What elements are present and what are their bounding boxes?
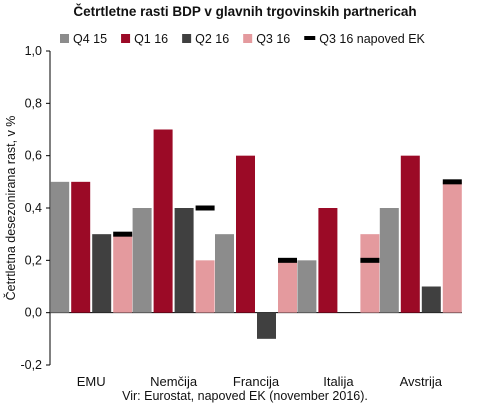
bar-italija-q3-16 [360,234,380,313]
forecast-marker-italija [360,257,380,263]
bar-avstrija-q2-16 [421,286,441,313]
bar-francija-q4-15 [215,234,234,313]
y-tick-label: 0,4 [25,201,42,215]
bar-emu-q2-16 [92,234,112,313]
bar-italija-q1-16 [318,208,338,313]
y-tick-label: 0,0 [25,306,42,320]
forecast-marker-emu [113,231,133,237]
bar-emu-q4-15 [50,181,70,313]
bar-nemčija-q4-15 [132,208,152,313]
bar-francija-q1-16 [236,155,255,313]
y-tick-label: 0,2 [25,253,42,267]
legend-label: Q2 16 [195,32,229,46]
forecast-marker-francija [278,257,297,263]
legend-swatch [121,34,131,43]
forecast-marker-nemčija [195,205,215,211]
legend-label: Q3 16 napoved EK [319,32,425,46]
y-tick-label: 0,6 [25,149,42,163]
bar-avstrija-q1-16 [400,155,420,313]
bar-emu-q1-16 [71,181,91,313]
bar-nemčija-q3-16 [195,260,215,313]
legend-swatch [182,34,192,43]
legend-swatch [243,34,253,43]
x-tick-label: Avstrija [400,374,443,389]
legend-label: Q1 16 [134,32,168,46]
bar-emu-q3-16 [113,234,133,313]
bar-italija-q4-15 [297,260,317,313]
y-axis-label: Četrtletna desezonirana rast, v % [3,116,18,301]
x-tick-label: EMU [77,374,106,389]
legend-swatch [304,36,316,40]
bar-francija-q3-16 [278,260,297,313]
legend-label: Q3 16 [256,32,290,46]
forecast-marker-avstrija [442,179,462,185]
bar-avstrija-q3-16 [442,181,462,313]
bar-francija-q2-16 [257,312,276,339]
y-tick-label: 1,0 [25,44,42,58]
bar-avstrija-q4-15 [379,208,399,313]
legend-label: Q4 15 [73,32,107,46]
chart-title: Četrtletne rasti BDP v glavnih trgovinsk… [73,4,417,19]
x-tick-label: Francija [233,374,280,389]
legend-swatch [60,34,69,43]
source-note: Vir: Eurostat, napoved EK (november 2016… [122,389,368,403]
bar-nemčija-q2-16 [174,208,194,313]
x-tick-label: Nemčija [150,374,198,389]
y-tick-label: 0,8 [25,96,42,110]
y-tick-label: -0,2 [20,358,42,372]
bar-nemčija-q1-16 [153,129,173,313]
x-tick-label: Italija [323,374,354,389]
